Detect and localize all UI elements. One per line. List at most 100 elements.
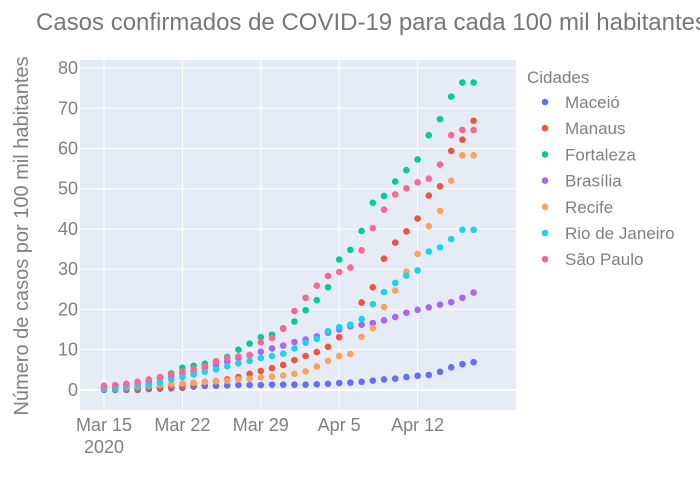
y-tick-label: 70 — [58, 98, 78, 118]
data-point — [436, 161, 444, 168]
data-point — [447, 147, 455, 155]
data-point — [391, 239, 399, 246]
data-point — [190, 379, 197, 386]
data-point — [313, 335, 321, 343]
data-point — [279, 381, 287, 388]
data-point — [369, 283, 377, 291]
data-point — [459, 226, 466, 234]
data-point — [425, 222, 433, 230]
data-point — [447, 298, 455, 306]
data-point — [279, 361, 287, 369]
data-point — [414, 178, 421, 186]
data-point — [335, 333, 343, 341]
data-point — [447, 364, 455, 371]
legend-item[interactable]: Maceió — [541, 93, 620, 112]
data-point — [313, 296, 321, 304]
legend-item[interactable]: Fortaleza — [541, 145, 637, 164]
data-point — [335, 352, 343, 360]
data-point — [246, 340, 253, 347]
data-point — [257, 381, 265, 389]
data-point — [291, 345, 298, 352]
y-tick-label: 60 — [58, 139, 78, 159]
data-point — [380, 288, 388, 296]
data-point — [257, 354, 265, 362]
data-point — [279, 342, 287, 349]
data-point — [324, 327, 332, 335]
x-tick-label: Apr 12 — [391, 415, 444, 435]
legend-marker — [541, 151, 549, 158]
data-point — [414, 306, 421, 314]
y-tick-label: 80 — [58, 58, 78, 78]
data-point — [179, 368, 186, 375]
data-point — [145, 376, 153, 383]
legend-item[interactable]: Recife — [541, 198, 613, 217]
legend-label: Fortaleza — [565, 145, 636, 164]
legend[interactable]: Maceió Manaus Fortaleza Brasília Recife Rio d… — [541, 93, 675, 269]
data-point — [403, 166, 410, 174]
legend-marker — [541, 229, 549, 237]
data-point — [436, 244, 444, 251]
data-point — [369, 319, 377, 327]
data-point — [470, 289, 477, 296]
data-point — [425, 131, 433, 139]
data-point — [369, 300, 377, 308]
data-points — [100, 79, 477, 394]
data-point — [403, 272, 410, 279]
legend-item[interactable]: Manaus — [541, 119, 626, 138]
data-point — [302, 381, 309, 388]
data-point — [291, 356, 298, 364]
legend-label: Recife — [565, 198, 613, 217]
legend-item[interactable]: São Paulo — [541, 250, 644, 269]
data-point — [459, 79, 466, 86]
y-tick-label: 10 — [58, 340, 78, 360]
data-point — [425, 371, 433, 379]
data-point — [380, 376, 388, 383]
data-point — [302, 368, 309, 375]
data-point — [235, 376, 242, 383]
data-point — [414, 156, 421, 163]
y-axis-title: Número de casos por 100 mil habitantes — [11, 56, 33, 415]
series-rio-de-janeiro — [100, 226, 477, 392]
data-point — [201, 368, 209, 376]
data-point — [470, 226, 477, 234]
data-point — [223, 377, 231, 384]
series-s-o-paulo — [100, 126, 477, 390]
data-point — [324, 283, 332, 291]
data-point — [190, 371, 197, 378]
legend-marker — [541, 177, 549, 184]
data-point — [302, 294, 309, 302]
data-point — [403, 309, 410, 316]
data-point — [257, 339, 265, 346]
legend-label: São Paulo — [565, 250, 643, 269]
data-point — [223, 354, 231, 362]
plot-area — [80, 60, 516, 410]
data-point — [179, 380, 186, 387]
data-point — [156, 379, 164, 386]
data-point — [358, 378, 365, 386]
data-point — [347, 246, 354, 254]
data-point — [279, 325, 287, 333]
legend-item[interactable]: Brasília — [541, 172, 623, 191]
data-point — [391, 287, 399, 294]
data-point — [425, 192, 433, 199]
data-point — [459, 136, 466, 143]
data-point — [358, 321, 365, 329]
data-point — [156, 373, 164, 381]
data-point — [335, 268, 343, 276]
data-point — [201, 363, 209, 370]
data-point — [335, 323, 343, 331]
data-point — [403, 228, 410, 235]
data-point — [246, 357, 253, 365]
data-point — [268, 352, 276, 360]
data-point — [335, 379, 343, 387]
data-point — [347, 379, 354, 386]
data-point — [302, 352, 309, 360]
data-point — [123, 380, 130, 388]
data-point — [414, 267, 421, 274]
y-tick-label: 0 — [68, 380, 78, 400]
data-point — [313, 380, 321, 388]
legend-label: Manaus — [565, 119, 625, 138]
data-point — [414, 250, 421, 258]
legend-item[interactable]: Rio de Janeiro — [541, 224, 675, 243]
